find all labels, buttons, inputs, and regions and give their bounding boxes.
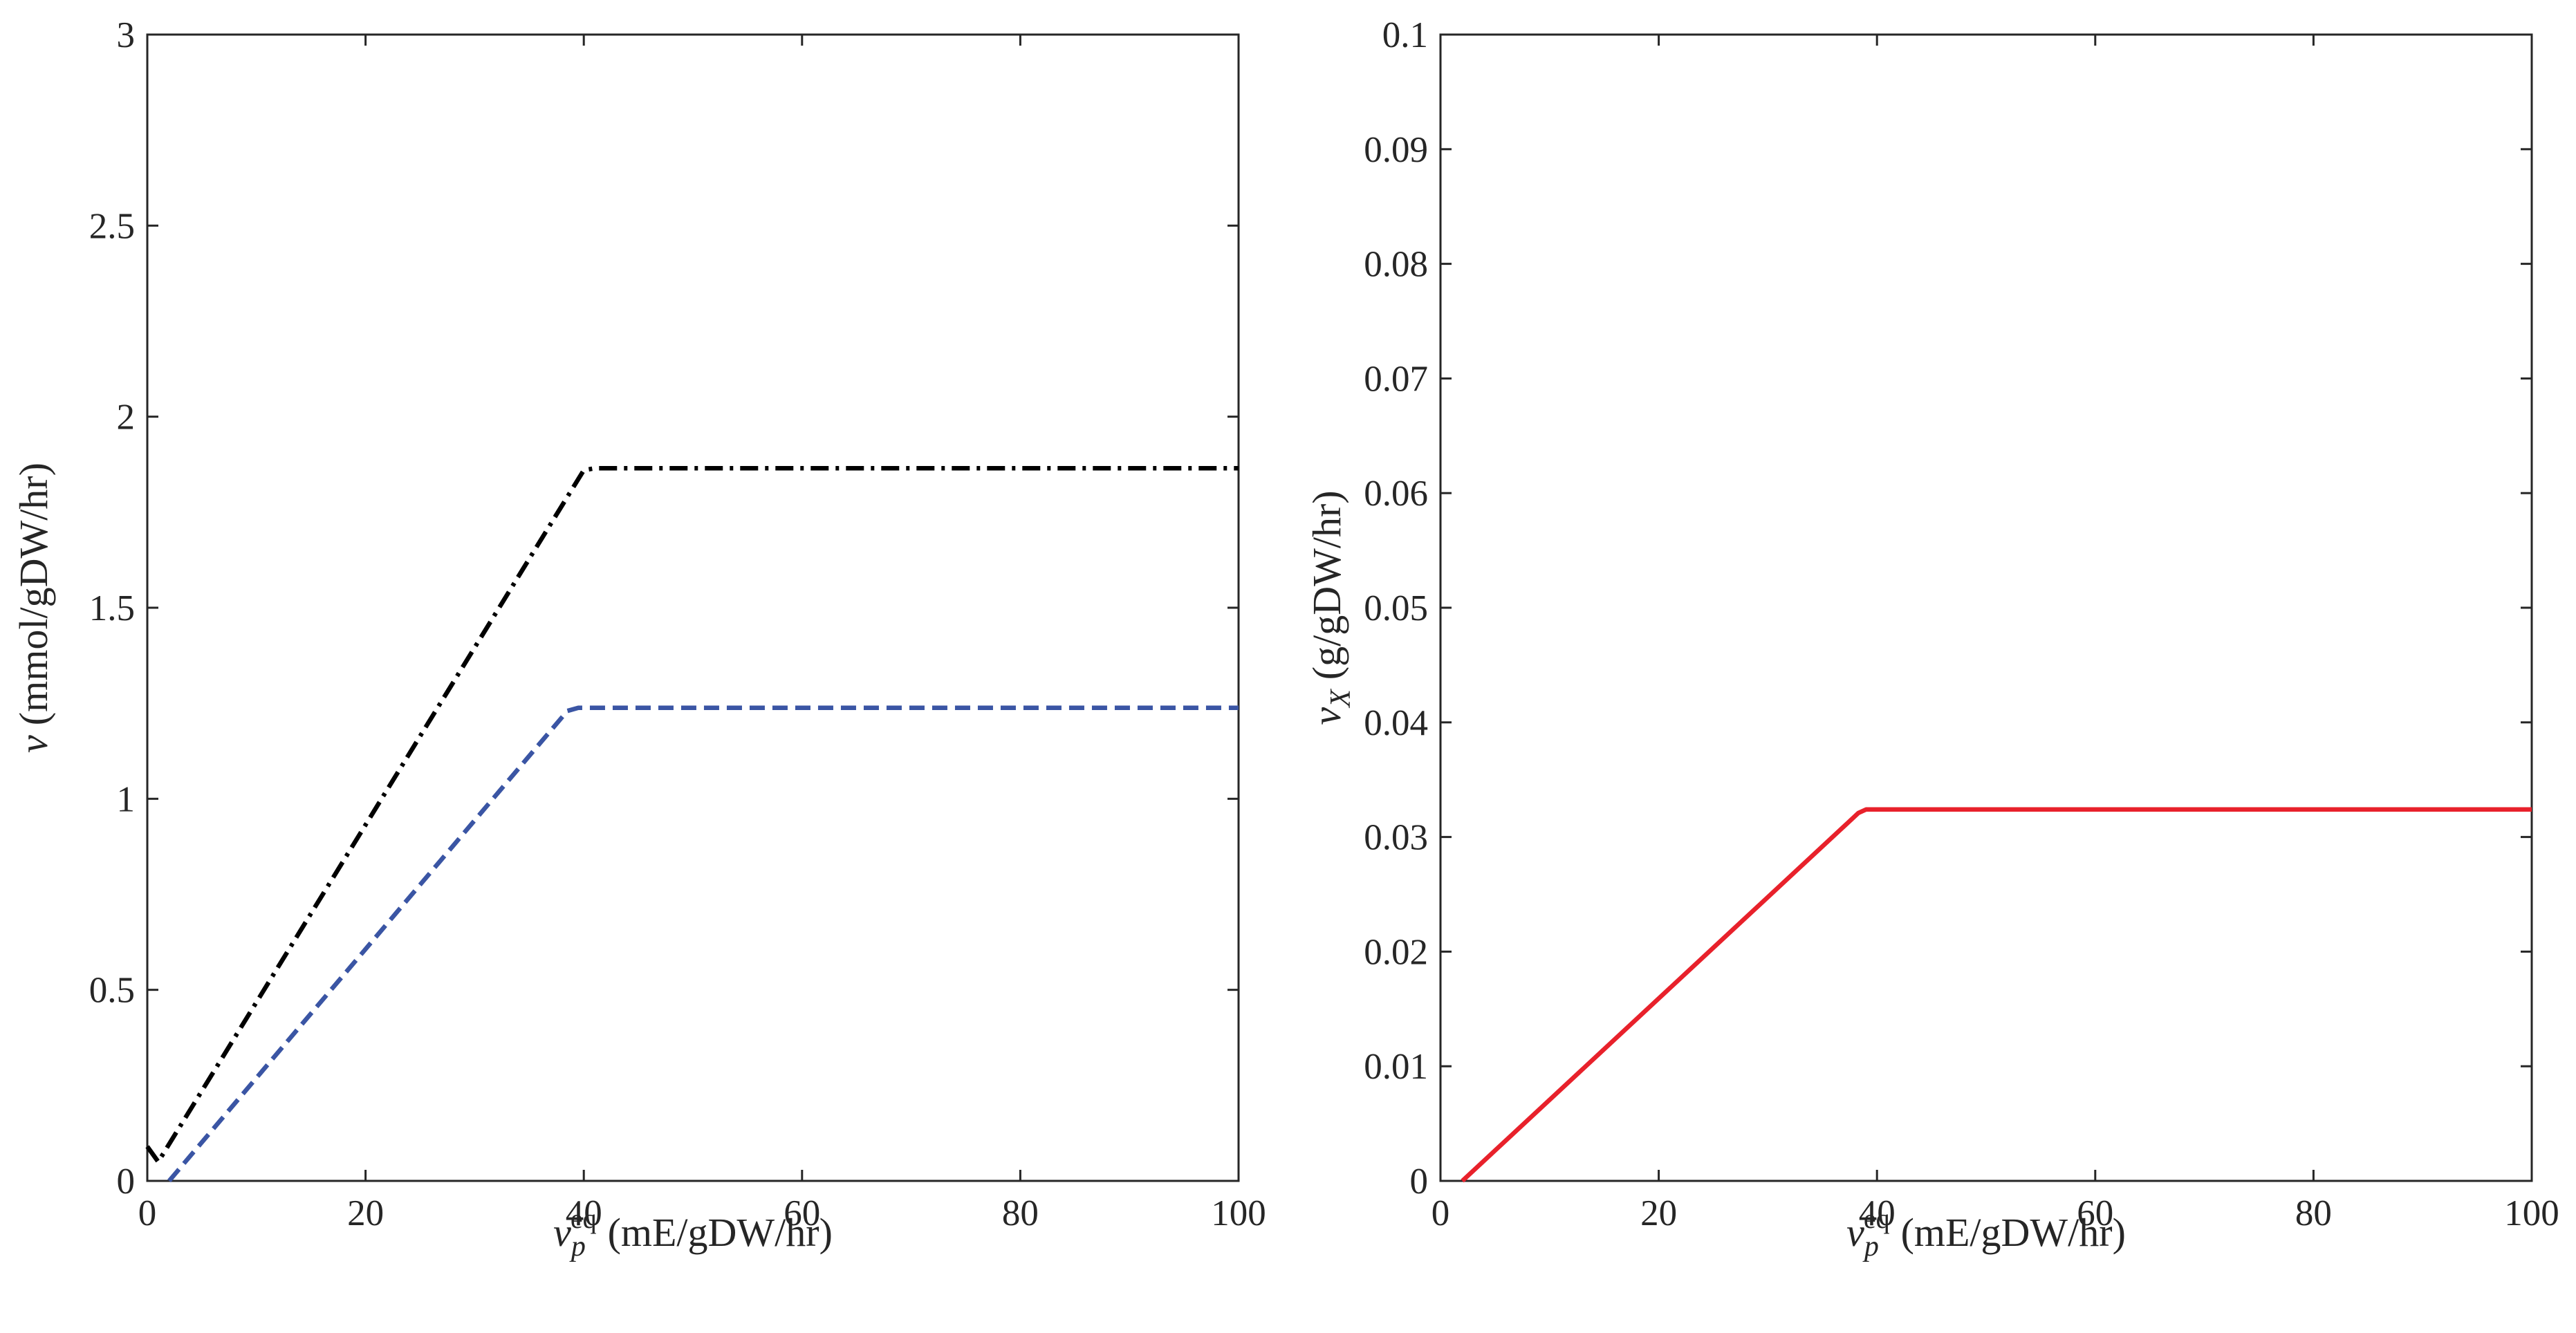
series-line-solid (1461, 807, 2532, 1183)
y-tick-label: 0.07 (1364, 359, 1428, 399)
y-tick-label: 0.04 (1364, 703, 1428, 743)
series-line-dashed (167, 705, 1239, 1183)
right-plot-frame (1439, 33, 2533, 1182)
y-tick-label: 0.05 (1364, 588, 1428, 628)
right-y-axis-label: vX(g/gDW/hr) (1304, 490, 1357, 725)
left-axis-ticks (146, 33, 1240, 1182)
x-tick-label: 80 (2295, 1193, 2332, 1233)
x-tick-label: 0 (1431, 1193, 1450, 1233)
right-axis-ticks (1439, 33, 2533, 1182)
right-x-axis-label: vpeq (mE/gDW/hr) (1846, 1203, 2126, 1262)
x-tick-label: 20 (1640, 1193, 1677, 1233)
left-series-lines (145, 466, 1239, 1183)
left-x-axis-label: vpeq (mE/gDW/hr) (553, 1203, 833, 1262)
left-tick-labels: 0 20 40 60 80 100 0 0.5 1 1.5 2 2.5 3 (89, 15, 1266, 1233)
y-tick-label: 0.02 (1364, 932, 1428, 972)
left-chart: 0 20 40 60 80 100 0 0.5 1 1.5 2 2.5 3 vpeq (mE/gDW/hr… (11, 15, 1266, 1262)
y-tick-label: 0 (117, 1162, 136, 1202)
right-series-lines (1461, 807, 2532, 1183)
x-tick-label: 100 (1211, 1193, 1266, 1233)
y-tick-label: 3 (117, 15, 136, 55)
y-tick-label: 0.01 (1364, 1047, 1428, 1087)
x-tick-label: 60 (2077, 1193, 2113, 1233)
y-tick-label: 0.06 (1364, 474, 1428, 514)
y-tick-label: 0.08 (1364, 245, 1428, 285)
x-tick-label: 40 (1859, 1193, 1896, 1233)
x-tick-label: 60 (784, 1193, 820, 1233)
y-tick-label: 0.5 (89, 971, 135, 1011)
y-tick-label: 0.09 (1364, 130, 1428, 170)
y-tick-label: 2.5 (89, 206, 135, 246)
right-tick-labels: 0 20 40 60 80 100 0 0.01 0.02 0.03 0.04 0.05 0.06 0.0… (1364, 15, 2559, 1233)
x-tick-label: 40 (566, 1193, 602, 1233)
y-tick-label: 2 (117, 398, 136, 438)
x-tick-label: 0 (138, 1193, 157, 1233)
x-tick-label: 80 (1002, 1193, 1039, 1233)
y-tick-label: 0 (1410, 1162, 1429, 1202)
y-tick-label: 1 (117, 779, 136, 819)
y-tick-label: 1.5 (89, 588, 135, 628)
left-y-axis-label: v(mmol/gDW/hr) (11, 463, 56, 753)
x-tick-label: 100 (2504, 1193, 2559, 1233)
right-chart: 0 20 40 60 80 100 0 0.01 0.02 0.03 0.04 0.05 0.06 0.0… (1304, 15, 2559, 1262)
y-tick-label: 0.03 (1364, 818, 1428, 858)
series-line-dashdot (145, 466, 1239, 1164)
y-tick-label: 0.1 (1382, 15, 1428, 55)
x-tick-label: 20 (347, 1193, 384, 1233)
left-plot-frame (146, 33, 1240, 1182)
